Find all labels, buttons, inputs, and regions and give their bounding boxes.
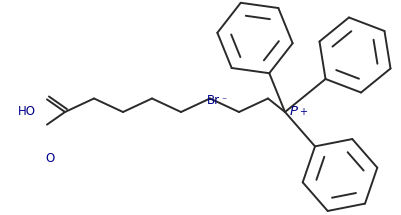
Text: O: O xyxy=(45,152,55,165)
Text: HO: HO xyxy=(18,106,36,118)
Text: P: P xyxy=(289,106,297,118)
Text: Br: Br xyxy=(207,94,219,106)
Text: ⁻: ⁻ xyxy=(221,96,225,106)
Text: +: + xyxy=(298,107,306,117)
